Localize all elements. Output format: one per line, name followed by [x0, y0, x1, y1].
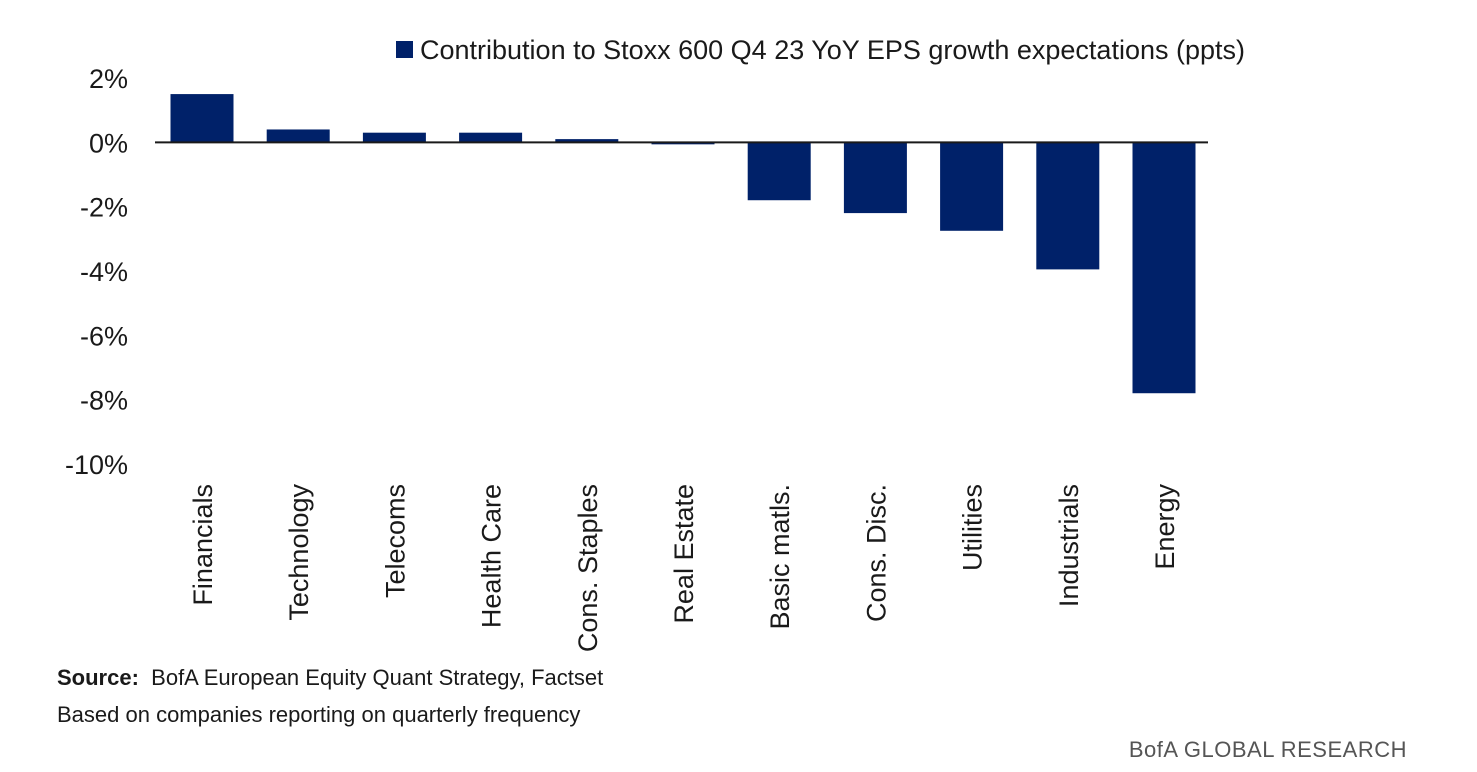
y-axis-ticks: 2% 0% -2% -4% -6% -8% -10% — [65, 64, 128, 480]
legend-label: Contribution to Stoxx 600 Q4 23 YoY EPS … — [420, 35, 1245, 65]
legend: Contribution to Stoxx 600 Q4 23 YoY EPS … — [396, 35, 1245, 65]
x-category-label: Financials — [188, 484, 218, 606]
x-category-label: Telecoms — [380, 484, 410, 598]
y-tick-label: 2% — [89, 64, 128, 94]
bar-cons-staples — [555, 139, 619, 143]
y-tick-label: -2% — [80, 193, 128, 223]
x-category-label: Utilities — [958, 484, 988, 571]
bar-utilities — [940, 142, 1004, 231]
x-category-label: Health Care — [477, 484, 507, 628]
source-line: Source: BofA European Equity Quant Strat… — [57, 665, 603, 691]
footnote: Based on companies reporting on quarterl… — [57, 702, 581, 727]
bar-financials — [170, 94, 234, 143]
bar-industrials — [1036, 142, 1100, 270]
y-tick-label: -8% — [80, 386, 128, 416]
x-category-label: Industrials — [1054, 484, 1084, 607]
x-category-label: Cons. Staples — [573, 484, 603, 652]
bar-energy — [1132, 142, 1196, 394]
x-category-label: Real Estate — [669, 484, 699, 624]
x-category-label: Energy — [1150, 484, 1180, 570]
brand-mark: BofA GLOBAL RESEARCH — [1128, 737, 1407, 762]
x-category-label: Basic matls. — [765, 484, 795, 630]
y-tick-label: -4% — [80, 257, 128, 287]
x-category-label: Technology — [284, 484, 314, 621]
x-category-label: Cons. Disc. — [861, 484, 891, 622]
bar-technology — [266, 129, 330, 143]
source-text: BofA European Equity Quant Strategy, Fac… — [151, 665, 604, 690]
bar-cons-disc — [843, 142, 907, 214]
category-labels: Financials Technology Telecoms Health Care C… — [188, 484, 1180, 653]
source-label: Source: — [57, 665, 139, 690]
chart: Contribution to Stoxx 600 Q4 23 YoY EPS … — [65, 35, 1245, 653]
legend-swatch — [396, 41, 413, 58]
y-tick-label: -10% — [65, 450, 128, 480]
y-tick-label: 0% — [89, 128, 128, 158]
bar-health-care — [459, 132, 523, 143]
bar-basic-matls — [747, 142, 811, 201]
bar-telecoms — [362, 132, 426, 143]
bars — [170, 94, 1196, 394]
y-tick-label: -6% — [80, 321, 128, 351]
